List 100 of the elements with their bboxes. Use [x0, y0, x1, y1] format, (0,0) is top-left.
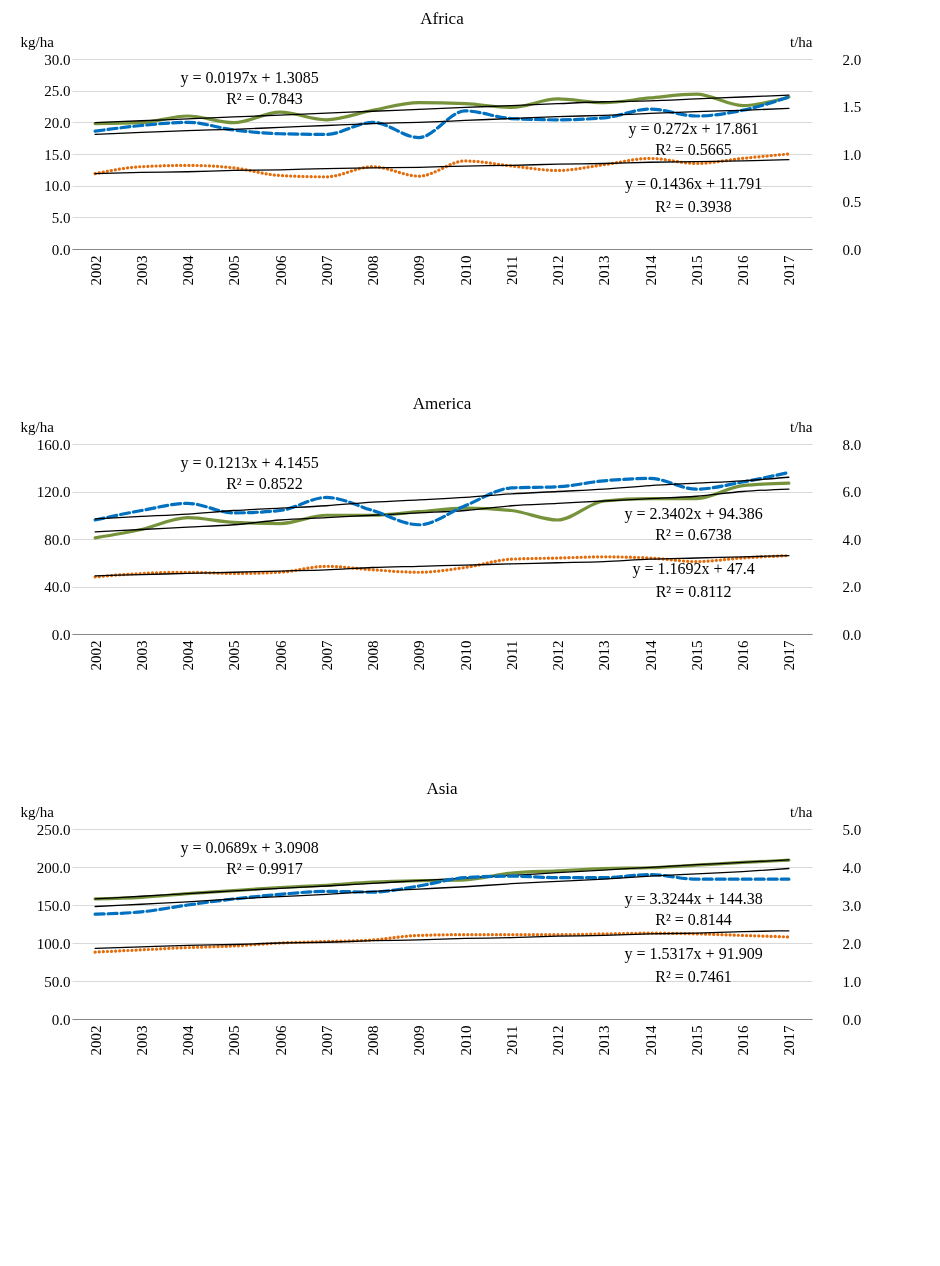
x-tick-label: 2009 [411, 640, 428, 671]
y2-tick-label: 0.0 [842, 241, 862, 258]
x-tick-label: 2005 [226, 640, 243, 671]
annotation: y = 1.1692x + 47.4 [632, 560, 755, 579]
x-tick-label: 2005 [226, 255, 243, 286]
y2-tick-label: 0.0 [842, 1011, 862, 1028]
x-tick-label: 2014 [642, 255, 659, 286]
y-axis-title: kg/ha [20, 803, 55, 820]
x-tick-label: 2004 [180, 640, 197, 671]
y2-tick-label: 2.0 [842, 51, 862, 68]
x-tick-label: 2008 [365, 255, 382, 286]
annotation: R² = 0.7843 [226, 89, 303, 107]
x-tick-label: 2010 [457, 640, 474, 671]
x-tick-label: 2012 [550, 1025, 567, 1056]
annotation: R² = 0.6738 [655, 526, 732, 544]
y-tick-label: 25.0 [44, 83, 71, 100]
x-tick-label: 2009 [411, 1025, 428, 1056]
x-tick-label: 2011 [503, 640, 520, 670]
x-tick-label: 2011 [503, 1025, 520, 1055]
x-tick-label: 2006 [272, 255, 289, 286]
x-tick-label: 2016 [735, 640, 752, 671]
y2-axis-title: t/ha [790, 33, 813, 50]
x-tick-label: 2009 [411, 255, 428, 286]
y-tick-label: 150.0 [36, 897, 71, 914]
annotation: y = 3.3244x + 144.38 [624, 890, 763, 909]
annotation: y = 0.0689x + 3.0908 [180, 839, 319, 857]
y-tick-label: 20.0 [44, 114, 71, 131]
x-tick-label: 2008 [365, 640, 382, 671]
x-tick-label: 2003 [133, 640, 150, 671]
annotation: R² = 0.3938 [655, 198, 732, 216]
x-tick-label: 2004 [180, 1025, 197, 1056]
y2-tick-label: 4.0 [842, 531, 862, 548]
x-tick-label: 2014 [642, 1025, 659, 1056]
y2-tick-label: 8.0 [842, 436, 862, 453]
x-tick-label: 2017 [781, 255, 798, 286]
x-tick-label: 2014 [642, 640, 659, 671]
y-axis-title: kg/ha [20, 33, 55, 50]
y-tick-label: 10.0 [44, 178, 71, 195]
annotation: y = 2.3402x + 94.386 [624, 505, 763, 524]
x-tick-label: 2013 [596, 640, 613, 671]
y-tick-label: 120.0 [36, 484, 71, 500]
x-tick-label: 2011 [503, 255, 520, 285]
y2-tick-label: 1.5 [842, 99, 862, 115]
annotation: R² = 0.5665 [655, 141, 732, 159]
x-tick-label: 2007 [318, 1025, 335, 1056]
y2-tick-label: 5.0 [842, 821, 862, 838]
y2-tick-label: 0.0 [842, 626, 862, 643]
x-tick-label: 2013 [596, 255, 613, 286]
y2-tick-label: 1.0 [842, 146, 862, 163]
x-tick-label: 2008 [365, 1025, 382, 1056]
x-tick-label: 2016 [735, 255, 752, 286]
x-tick-label: 2017 [781, 1025, 798, 1056]
x-tick-label: 2012 [550, 255, 567, 286]
chart-title: Africa [420, 9, 465, 28]
y2-axis-title: t/ha [790, 418, 813, 435]
y-tick-label: 15.0 [44, 146, 71, 163]
x-tick-label: 2007 [318, 640, 335, 671]
x-tick-label: 2007 [318, 255, 335, 286]
x-tick-label: 2003 [133, 255, 150, 286]
y-tick-label: 5.0 [51, 209, 71, 226]
annotation: R² = 0.9917 [226, 859, 303, 877]
y-tick-label: 200.0 [36, 859, 71, 876]
annotation: y = 0.0197x + 1.3085 [180, 69, 319, 87]
annotation: R² = 0.8112 [655, 583, 732, 601]
y-tick-label: 0.0 [51, 241, 71, 258]
y2-tick-label: 2.0 [842, 935, 862, 952]
x-tick-label: 2017 [781, 640, 798, 671]
y-tick-label: 40.0 [44, 579, 71, 595]
x-tick-label: 2006 [272, 1025, 289, 1056]
x-tick-label: 2015 [688, 1025, 705, 1056]
y2-axis-title: t/ha [790, 803, 813, 820]
y-tick-label: 160.0 [36, 436, 71, 453]
y2-tick-label: 4.0 [842, 859, 862, 876]
y-tick-label: 30.0 [44, 51, 71, 68]
x-tick-label: 2015 [688, 640, 705, 671]
annotation: R² = 0.8144 [655, 911, 732, 929]
annotation: R² = 0.8522 [226, 474, 303, 492]
x-tick-label: 2013 [596, 1025, 613, 1056]
annotation: y = 0.1436x + 11.791 [624, 175, 763, 194]
x-tick-label: 2002 [87, 1025, 104, 1056]
y-tick-label: 0.0 [51, 1011, 71, 1028]
y2-tick-label: 6.0 [842, 484, 862, 500]
x-tick-label: 2010 [457, 255, 474, 286]
x-tick-label: 2006 [272, 640, 289, 671]
y-axis-title: kg/ha [20, 418, 55, 435]
annotation: y = 0.272x + 17.861 [628, 120, 759, 139]
x-tick-label: 2016 [735, 1025, 752, 1056]
y-tick-label: 250.0 [36, 821, 71, 838]
y-tick-label: 80.0 [44, 531, 71, 548]
chart-title: America [412, 394, 472, 413]
x-tick-label: 2005 [226, 1025, 243, 1056]
y2-tick-label: 2.0 [842, 579, 862, 595]
x-tick-label: 2002 [87, 640, 104, 671]
annotation: y = 1.5317x + 91.909 [624, 945, 763, 964]
y-tick-label: 0.0 [51, 626, 71, 643]
annotation: R² = 0.7461 [655, 968, 732, 986]
y2-tick-label: 1.0 [842, 973, 862, 990]
annotation: y = 0.1213x + 4.1455 [180, 454, 319, 472]
y2-tick-label: 0.5 [842, 194, 862, 210]
x-tick-label: 2004 [180, 255, 197, 286]
